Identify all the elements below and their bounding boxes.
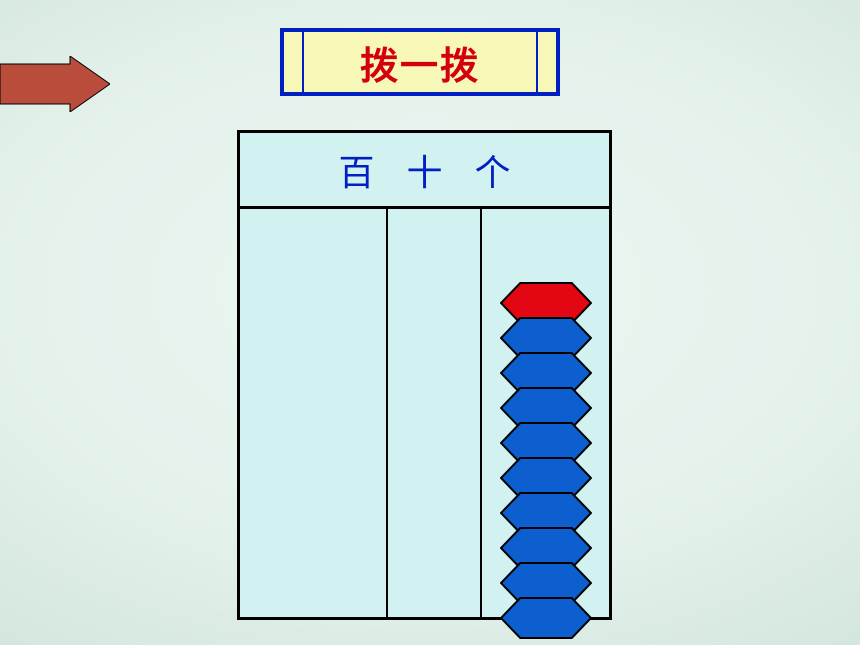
chart-body [240, 209, 609, 617]
header-tens: 十 [405, 144, 445, 196]
column-divider [480, 209, 482, 617]
chart-header: 百 十 个 [240, 133, 609, 209]
title-text: 拨一拨 [360, 35, 480, 90]
slide-background: 拨一拨 百 十 个 [0, 0, 860, 645]
place-value-chart: 百 十 个 [237, 130, 612, 620]
column-divider [386, 209, 388, 617]
bead [500, 597, 592, 639]
header-ones: 个 [473, 144, 513, 196]
arrow-decoration [0, 56, 110, 112]
title-inner-line-left [302, 32, 304, 92]
title-inner-line-right [536, 32, 538, 92]
ones-beads-column [500, 282, 592, 639]
title-box: 拨一拨 [280, 28, 560, 96]
header-hundreds: 百 [337, 144, 377, 196]
